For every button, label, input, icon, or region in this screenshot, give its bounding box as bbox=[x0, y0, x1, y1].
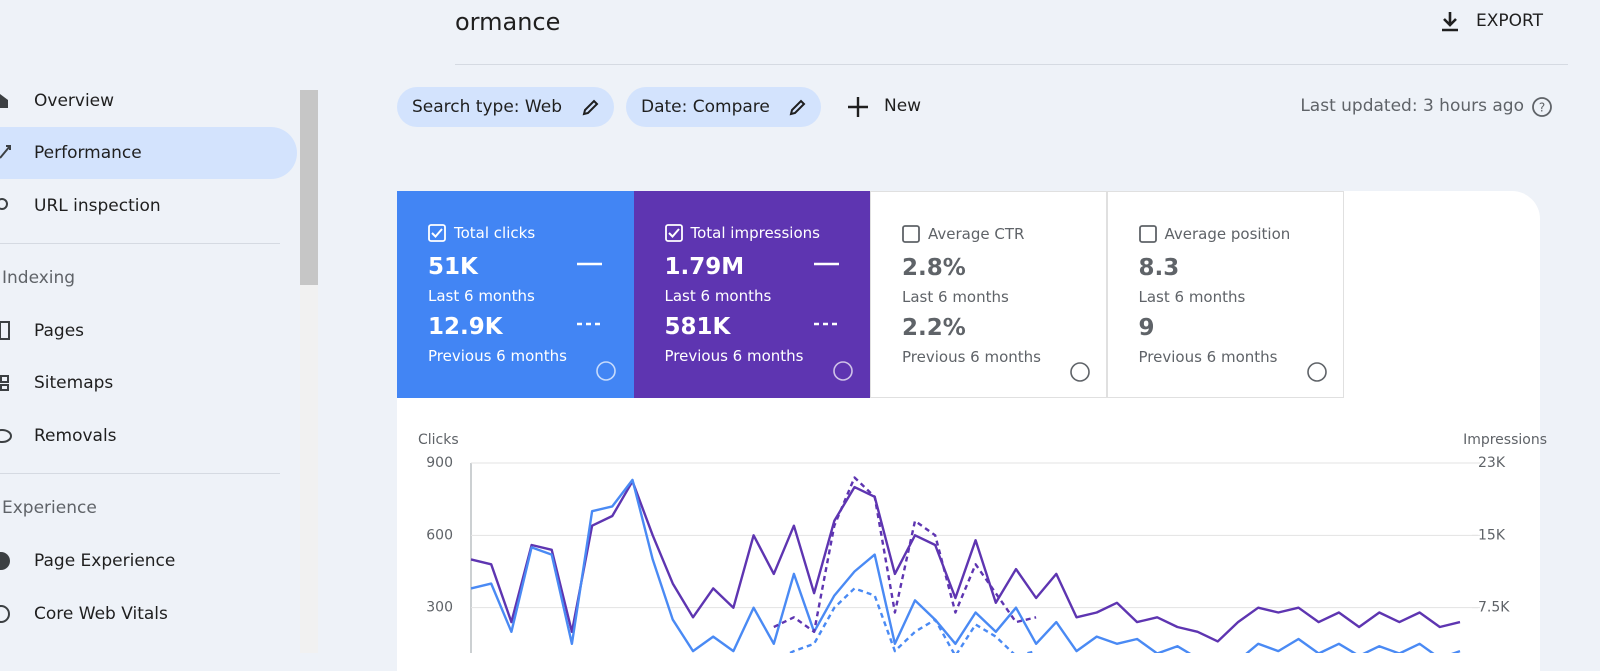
checkmark bbox=[431, 228, 443, 238]
svg-text:?: ? bbox=[1539, 101, 1545, 115]
divider bbox=[0, 243, 280, 244]
metric-current: 2.8% bbox=[902, 255, 966, 281]
help-icon bbox=[1070, 362, 1090, 382]
series-line bbox=[773, 476, 1037, 633]
card-icons bbox=[577, 262, 616, 381]
checkbox-box bbox=[664, 224, 683, 242]
series-line bbox=[470, 480, 1461, 643]
y-tick-label: 900 bbox=[426, 455, 453, 471]
card-icons bbox=[1070, 362, 1090, 382]
metric-card[interactable]: Average position 8.3 Last 6 months 9 Previou… bbox=[1106, 191, 1344, 398]
series-line bbox=[470, 478, 1461, 653]
checkbox-box bbox=[1138, 225, 1157, 243]
page-title: ormance bbox=[455, 8, 561, 36]
metric-period: Previous 6 months bbox=[902, 348, 1041, 366]
y-tick-label: 300 bbox=[426, 600, 453, 616]
y2-tick-label: 23K bbox=[1478, 455, 1506, 471]
help-icon bbox=[1306, 362, 1327, 382]
export-icon[interactable] bbox=[1438, 9, 1462, 33]
y-axis-title: Clicks bbox=[418, 432, 459, 448]
metric-period: Last 6 months bbox=[1138, 288, 1246, 306]
checkmark bbox=[667, 228, 680, 238]
sidebar-icons bbox=[0, 94, 12, 623]
help-icon bbox=[596, 361, 616, 381]
filter-chip[interactable]: Date: Compare bbox=[626, 87, 821, 127]
page: ormance EXPORT Overview Performance URL … bbox=[0, 8, 1568, 671]
metric-title: Average CTR bbox=[928, 225, 1025, 243]
selected-item-bg bbox=[0, 127, 297, 179]
metric-period: Last 6 months bbox=[428, 287, 535, 305]
nav-item[interactable]: Removals bbox=[34, 426, 117, 446]
add-icon[interactable] bbox=[847, 96, 869, 118]
metric-previous: 12.9K bbox=[428, 314, 503, 340]
y2-tick-label: 15K bbox=[1478, 527, 1506, 543]
metric-previous: 581K bbox=[664, 314, 731, 340]
y2-tick-label: 7.5K bbox=[1478, 600, 1510, 616]
nav-item[interactable]: Pages bbox=[34, 321, 85, 341]
divider bbox=[0, 473, 280, 474]
metric-period: Previous 6 months bbox=[664, 347, 804, 365]
help-icon[interactable]: ? bbox=[1531, 96, 1553, 118]
metric-title: Average position bbox=[1164, 225, 1291, 243]
chart: Clicks Impressions 300 600 900 7.5K 15K 23K bbox=[418, 432, 1547, 653]
checkbox bbox=[428, 224, 446, 242]
nav-item[interactable]: Performance bbox=[34, 143, 142, 163]
checkbox-box bbox=[428, 224, 446, 242]
metric-current: 1.79M bbox=[664, 254, 745, 280]
header-divider bbox=[455, 64, 1568, 65]
filter-chip[interactable]: Search type: Web bbox=[397, 87, 614, 127]
chip-label: Search type: Web bbox=[412, 97, 562, 117]
nav-item[interactable]: Page Experience bbox=[34, 551, 176, 571]
metric-card[interactable]: Total impressions 1.79M Last 6 months 581K P… bbox=[633, 191, 871, 398]
edit-icon[interactable] bbox=[581, 97, 601, 117]
metric-previous: 9 bbox=[1138, 315, 1155, 341]
metric-current: 51K bbox=[428, 254, 478, 280]
chip-label: Date: Compare bbox=[641, 97, 770, 117]
checkbox-box bbox=[902, 225, 920, 243]
edit-icon[interactable] bbox=[788, 97, 808, 117]
metric-previous: 2.2% bbox=[902, 315, 966, 341]
card-icons bbox=[1306, 362, 1327, 382]
scrollbar-thumb[interactable] bbox=[300, 90, 318, 285]
export-button[interactable]: EXPORT bbox=[1476, 11, 1543, 31]
checkbox bbox=[1138, 225, 1157, 243]
card-icons bbox=[813, 262, 853, 381]
nav-item[interactable]: URL inspection bbox=[34, 196, 161, 216]
nav-item[interactable]: Sitemaps bbox=[34, 373, 114, 393]
new-filter-button[interactable]: New bbox=[884, 96, 922, 116]
checkbox bbox=[902, 225, 920, 243]
nav-item[interactable]: Core Web Vitals bbox=[34, 604, 168, 624]
help-icon bbox=[832, 361, 853, 381]
metric-title: Total clicks bbox=[454, 224, 536, 242]
metric-period: Last 6 months bbox=[664, 287, 772, 305]
metric-card[interactable]: Total clicks 51K Last 6 months 12.9K Previou… bbox=[397, 191, 634, 398]
metric-period: Previous 6 months bbox=[1138, 348, 1278, 366]
metric-title: Total impressions bbox=[690, 224, 820, 242]
last-updated: Last updated: 3 hours ago bbox=[1300, 96, 1524, 116]
metric-period: Last 6 months bbox=[902, 288, 1009, 306]
nav-item[interactable]: Overview bbox=[34, 91, 115, 111]
checkbox bbox=[664, 224, 683, 242]
y-tick-label: 600 bbox=[426, 527, 453, 543]
metric-period: Previous 6 months bbox=[428, 347, 567, 365]
metric-current: 8.3 bbox=[1138, 255, 1180, 281]
metric-card[interactable]: Average CTR 2.8% Last 6 months 2.2% Previous… bbox=[870, 191, 1107, 398]
nav-section: Indexing bbox=[2, 268, 76, 288]
nav-section: Experience bbox=[2, 498, 97, 518]
y2-axis-title: Impressions bbox=[1463, 432, 1547, 448]
series-line bbox=[787, 587, 1037, 653]
